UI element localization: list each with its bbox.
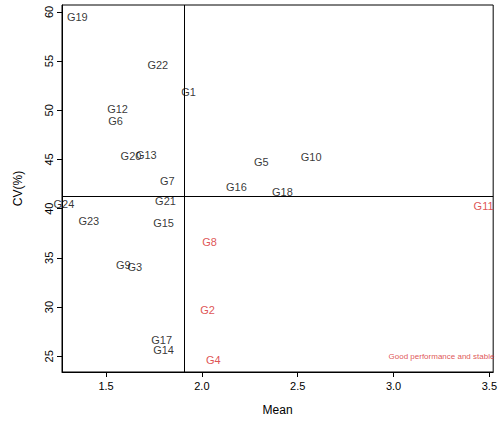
svg-text:G13: G13 [136,149,157,161]
svg-text:G16: G16 [226,181,247,193]
svg-text:G5: G5 [254,156,269,168]
svg-text:55: 55 [43,55,55,67]
svg-text:G23: G23 [78,215,99,227]
svg-text:G9: G9 [116,258,131,271]
svg-text:G8: G8 [202,236,217,248]
svg-text:G21: G21 [155,194,176,207]
svg-text:G17: G17 [151,333,173,346]
svg-text:2.0: 2.0 [194,380,209,392]
svg-text:45: 45 [43,153,55,165]
svg-text:CV(%): CV(%) [11,171,25,206]
svg-text:G15: G15 [153,217,174,229]
svg-text:1.5: 1.5 [98,380,113,392]
svg-text:G1: G1 [181,86,196,98]
svg-text:50: 50 [43,104,55,116]
svg-text:G4: G4 [206,354,221,366]
svg-text:30: 30 [43,301,55,313]
svg-text:G20: G20 [120,149,142,162]
svg-text:35: 35 [43,252,55,264]
svg-text:G22: G22 [147,59,168,71]
svg-text:40: 40 [42,202,55,215]
svg-text:25: 25 [43,350,55,362]
svg-text:G14: G14 [153,344,174,356]
svg-text:G11: G11 [474,200,494,212]
svg-text:G19: G19 [67,11,88,23]
svg-text:G6: G6 [108,115,123,127]
svg-text:G2: G2 [200,304,215,316]
svg-text:G24: G24 [54,198,75,210]
svg-text:3.5: 3.5 [482,380,497,392]
svg-text:Mean: Mean [263,403,293,417]
svg-text:G18: G18 [272,185,293,198]
svg-text:G12: G12 [107,103,128,115]
svg-text:G10: G10 [301,151,322,163]
svg-text:60: 60 [43,6,55,18]
svg-text:G3: G3 [127,261,142,273]
svg-text:3.0: 3.0 [386,380,401,392]
svg-text:G7: G7 [160,175,175,187]
svg-text:Good performance and stable: Good performance and stable [389,352,495,361]
svg-text:2.5: 2.5 [290,380,305,392]
